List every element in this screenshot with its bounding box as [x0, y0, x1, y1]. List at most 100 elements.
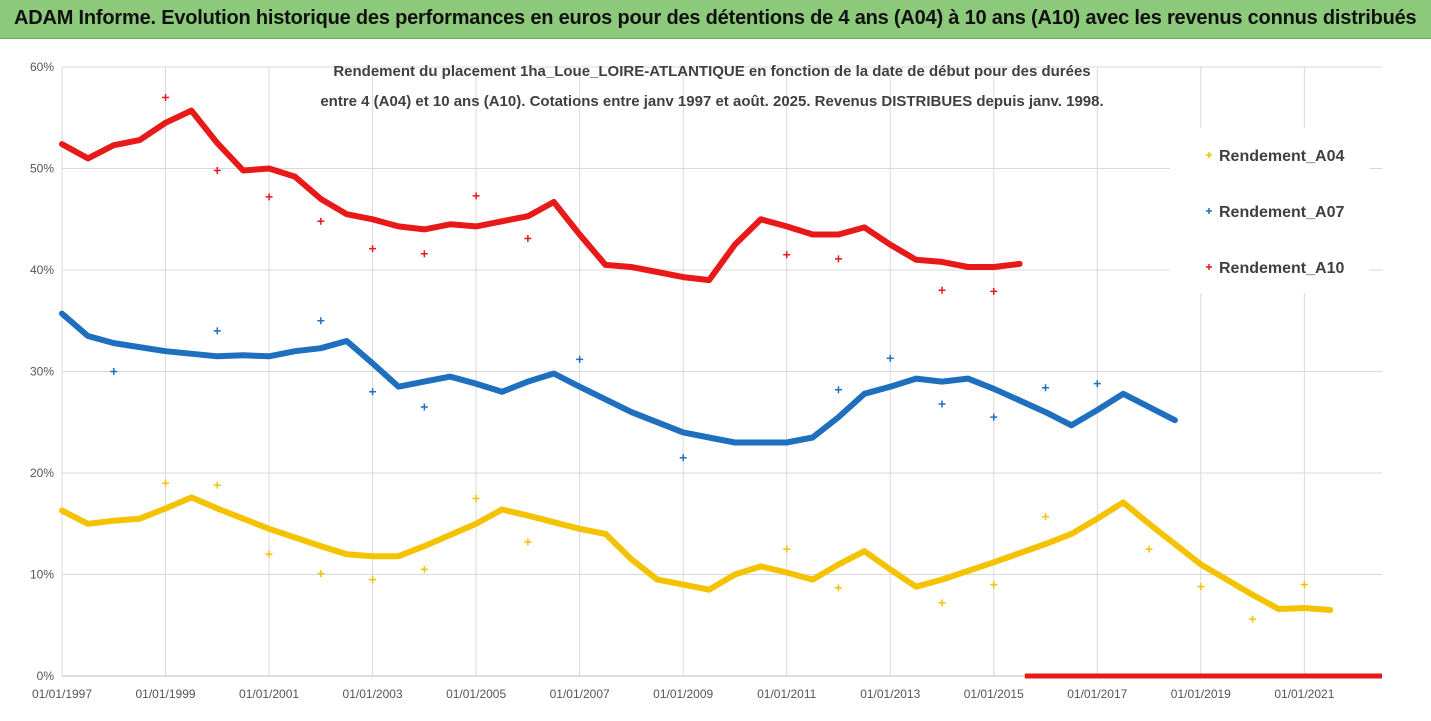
data-point	[966, 265, 970, 269]
outlier-point	[524, 235, 532, 243]
data-point	[371, 361, 375, 365]
outlier-point	[369, 388, 377, 396]
data-point	[164, 507, 168, 511]
data-point	[474, 522, 478, 526]
outlier-point	[1145, 545, 1153, 553]
data-point	[629, 265, 633, 269]
x-tick-label: 01/01/2009	[653, 687, 713, 701]
y-tick-label: 0%	[37, 669, 55, 683]
data-point	[759, 564, 763, 568]
data-point	[862, 225, 866, 229]
outlier-point	[317, 217, 325, 225]
outlier-point	[1042, 384, 1050, 392]
legend-marker	[1206, 264, 1212, 270]
data-point	[526, 214, 530, 218]
data-point	[1199, 562, 1203, 566]
data-point	[448, 375, 452, 379]
data-point	[112, 519, 116, 523]
data-point	[604, 263, 608, 267]
data-point	[319, 544, 323, 548]
data-point	[629, 410, 633, 414]
data-point	[785, 224, 789, 228]
data-point	[888, 385, 892, 389]
outlier-point	[369, 576, 377, 584]
data-point	[267, 167, 271, 170]
x-tick-label: 01/01/1997	[32, 687, 92, 701]
data-point	[293, 175, 297, 179]
outlier-point	[472, 494, 480, 502]
outlier-point	[783, 251, 791, 259]
y-tick-label: 10%	[30, 568, 54, 582]
data-point	[785, 441, 789, 445]
data-point	[396, 224, 400, 228]
data-point	[1147, 522, 1151, 526]
data-point	[655, 578, 659, 582]
chart-plot-area	[59, 93, 1382, 679]
x-tick-label: 01/01/2005	[446, 687, 506, 701]
data-point	[629, 557, 633, 561]
outlier-point	[317, 569, 325, 577]
data-point	[138, 517, 142, 521]
data-point	[992, 387, 996, 391]
outlier-point	[162, 479, 170, 487]
data-point	[811, 232, 815, 236]
data-point	[474, 382, 478, 386]
data-point	[319, 197, 323, 201]
data-point	[836, 232, 840, 236]
outlier-point	[162, 93, 170, 101]
chart-subtitle-line1: Rendement du placement 1ha_Loue_LOIRE-AT…	[333, 63, 1090, 80]
data-point	[914, 377, 918, 381]
data-point	[1276, 607, 1280, 611]
data-point	[422, 544, 426, 548]
data-point	[448, 222, 452, 226]
data-point	[1044, 542, 1048, 546]
data-point	[1121, 500, 1125, 504]
y-tick-label: 30%	[30, 365, 54, 379]
data-point	[164, 121, 168, 125]
data-point	[371, 217, 375, 221]
legend-box	[1170, 128, 1370, 293]
outlier-point	[1042, 513, 1050, 521]
data-point	[500, 219, 504, 223]
data-point	[914, 585, 918, 589]
x-tick-label: 01/01/2021	[1274, 687, 1334, 701]
series-Rendement_A07	[59, 310, 1178, 462]
data-point	[707, 278, 711, 282]
data-point	[86, 156, 90, 160]
outlier-point	[886, 354, 894, 362]
x-tick-label: 01/01/2003	[343, 687, 403, 701]
y-tick-label: 40%	[30, 263, 54, 277]
data-point	[552, 200, 556, 204]
outlier-point	[834, 584, 842, 592]
outlier-point	[1093, 380, 1101, 388]
outlier-point	[472, 192, 480, 200]
data-point	[992, 560, 996, 564]
data-point	[293, 349, 297, 353]
data-point	[1173, 418, 1177, 422]
data-point	[526, 380, 530, 384]
data-point	[681, 430, 685, 434]
outlier-point	[834, 386, 842, 394]
data-point	[578, 385, 582, 389]
data-point	[811, 435, 815, 439]
outlier-point	[679, 454, 687, 462]
legend-marker	[1206, 208, 1212, 214]
data-point	[422, 227, 426, 231]
data-point	[60, 312, 64, 316]
data-point	[888, 567, 892, 571]
outlier-point	[110, 368, 118, 375]
outlier-point	[420, 403, 428, 411]
outlier-point	[1300, 581, 1308, 589]
data-point	[241, 169, 245, 173]
data-point	[345, 339, 349, 343]
outlier-point	[990, 287, 998, 295]
data-point	[1328, 608, 1332, 612]
data-point	[707, 435, 711, 439]
series-line-Rendement_A04	[59, 494, 1334, 613]
outlier-point	[1249, 615, 1257, 623]
data-point	[189, 109, 193, 113]
data-point	[733, 573, 737, 576]
data-point	[86, 522, 90, 526]
data-point	[836, 562, 840, 566]
